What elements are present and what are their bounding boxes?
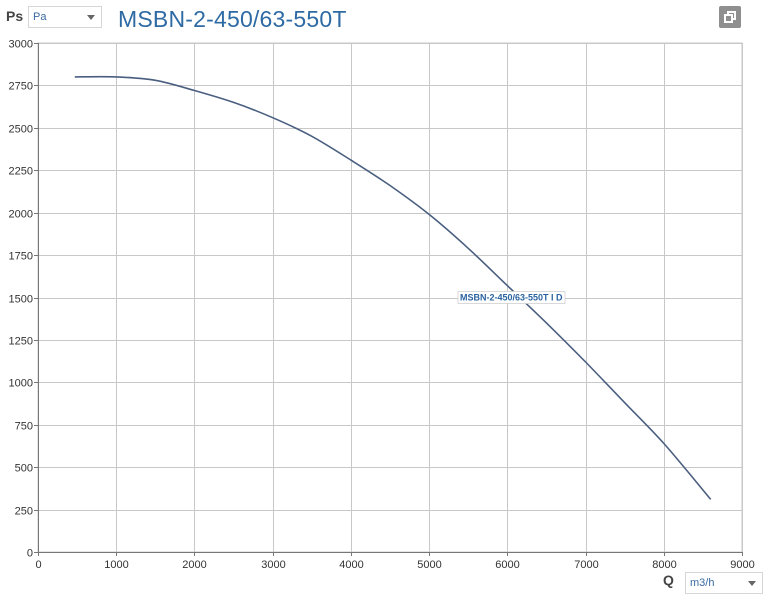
series-label-text: MSBN-2-450/63-550T I D — [460, 293, 563, 303]
x-tick-label: 3000 — [261, 559, 285, 571]
y-tick-label: 250 — [15, 506, 33, 518]
chevron-down-icon — [748, 581, 756, 586]
x-tick-label: 8000 — [652, 559, 676, 571]
x-tick-label: 0 — [35, 559, 41, 571]
x-tick-label: 4000 — [339, 559, 363, 571]
data-point — [192, 89, 196, 93]
y-tick-label: 2500 — [9, 124, 33, 136]
x-tick-labels: 0 1000 2000 3000 4000 5000 6000 7000 8000 9000 — [35, 559, 754, 571]
data-point — [466, 246, 470, 250]
y-tick-label: 750 — [15, 421, 33, 433]
chart-title: MSBN-2-450/63-550T — [118, 6, 347, 32]
y-unit-value: Pa — [33, 11, 47, 23]
y-tick-label: 1250 — [9, 336, 33, 348]
y-tick-label: 1500 — [9, 294, 33, 306]
y-tick-label: 2000 — [9, 209, 33, 221]
data-point — [310, 134, 314, 138]
copy-icon-front — [724, 14, 733, 23]
data-point — [544, 321, 548, 325]
y-axis-symbol: Ps — [6, 8, 24, 24]
y-tick-label: 2250 — [9, 166, 33, 178]
data-point — [388, 184, 392, 188]
data-point — [623, 401, 627, 405]
plot-frame — [37, 42, 743, 553]
data-point — [662, 441, 666, 445]
series-layer: MSBN-2-450/63-550T I D — [73, 75, 713, 501]
data-point — [427, 212, 431, 216]
copy-button[interactable] — [719, 6, 741, 28]
x-tick-label: 1000 — [104, 559, 128, 571]
data-point — [153, 78, 157, 82]
series-label: MSBN-2-450/63-550T I D — [457, 291, 566, 304]
y-tick-label: 3000 — [9, 39, 33, 51]
x-tick-label: 9000 — [730, 559, 754, 571]
y-tick-label: 500 — [15, 463, 33, 475]
x-tick-label: 2000 — [182, 559, 206, 571]
grid — [38, 43, 743, 553]
y-tick-label: 2750 — [9, 81, 33, 93]
data-point — [709, 497, 713, 501]
data-point — [114, 75, 118, 79]
data-point — [349, 158, 353, 162]
x-axis-symbol: Q — [663, 572, 674, 588]
y-tick-label: 1000 — [9, 378, 33, 390]
data-point — [505, 284, 509, 288]
data-point — [73, 75, 77, 79]
y-unit-select[interactable]: Pa — [28, 6, 102, 28]
y-tick-label: 0 — [27, 548, 33, 560]
x-tick-label: 6000 — [495, 559, 519, 571]
y-tick-label: 1750 — [9, 251, 33, 263]
y-tick-labels: 0 250 500 750 1000 1250 1500 1750 2000 2250 2500 27… — [9, 39, 33, 560]
chevron-down-icon — [87, 15, 95, 20]
series-line[interactable] — [74, 75, 712, 500]
x-tick-label: 7000 — [574, 559, 598, 571]
x-unit-value: m3/h — [690, 577, 715, 589]
axes — [34, 42, 743, 556]
data-point — [271, 116, 275, 120]
x-unit-select[interactable]: m3/h — [685, 572, 763, 594]
data-point — [584, 360, 588, 364]
x-tick-label: 5000 — [417, 559, 441, 571]
data-point — [232, 100, 236, 104]
series-label-box — [457, 291, 566, 304]
